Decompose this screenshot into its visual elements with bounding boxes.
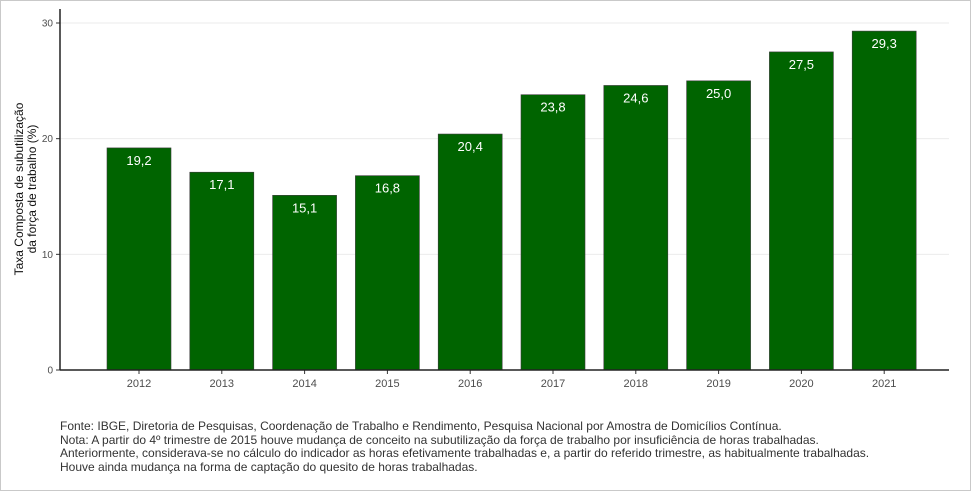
data-label: 25,0 [706, 86, 731, 101]
bar-chart: 0 10 20 30 19,2 2012 17,1 2013 15,1 2014 16,8 2015 2… [12, 9, 949, 390]
data-label: 16,8 [375, 181, 400, 196]
x-tick-label: 2016 [458, 378, 482, 390]
bar-2014 [272, 195, 337, 371]
y-axis-title-line: Taxa Composta de subutilização [12, 102, 26, 275]
x-tick-label: 2012 [127, 378, 151, 390]
methodology-note-line-3: Houve ainda mudança na forma de captação… [60, 459, 478, 474]
data-label: 24,6 [623, 90, 648, 105]
x-tick-label: 2014 [292, 378, 316, 390]
methodology-note-line-1: Nota: A partir do 4º trimestre de 2015 h… [60, 432, 819, 447]
y-tick-label: 30 [42, 19, 54, 30]
y-axis-title-line: da força de trabalho (%) [25, 125, 39, 254]
y-tick-label: 10 [42, 250, 54, 261]
x-tick-label: 2017 [541, 378, 565, 390]
y-tick-label: 0 [47, 366, 53, 377]
data-label: 23,8 [540, 100, 565, 115]
data-label: 17,1 [209, 177, 234, 192]
bar-2021 [851, 30, 917, 371]
data-label: 29,3 [872, 36, 897, 51]
source-note: Fonte: IBGE, Diretoria de Pesquisas, Coo… [60, 419, 782, 433]
x-tick-label: 2015 [375, 378, 399, 390]
x-tick-label: 2020 [789, 378, 813, 390]
bar-2015 [355, 175, 420, 371]
bar-2013 [189, 171, 255, 371]
x-tick-label: 2019 [706, 378, 730, 390]
y-tick-label: 20 [42, 134, 54, 145]
bar-2016 [437, 133, 503, 371]
bar-2019 [686, 80, 751, 371]
methodology-note-line-2: Anteriormente, considerava-se no cálculo… [60, 446, 870, 461]
y-axis-title: Taxa Composta de subutilizaçãoda força d… [12, 102, 39, 275]
bar-2018 [603, 85, 669, 371]
chart-notes: Fonte: IBGE, Diretoria de Pesquisas, Coo… [60, 419, 960, 474]
bar-2020 [769, 51, 834, 371]
x-tick-label: 2013 [210, 378, 234, 390]
data-label: 15,1 [292, 200, 317, 215]
x-tick-label: 2018 [624, 378, 648, 390]
bar-2017 [520, 94, 586, 371]
data-label: 20,4 [458, 139, 483, 154]
bar-2012 [106, 147, 172, 371]
data-label: 27,5 [789, 57, 814, 72]
x-tick-label: 2021 [872, 378, 896, 390]
data-label: 19,2 [126, 153, 151, 168]
